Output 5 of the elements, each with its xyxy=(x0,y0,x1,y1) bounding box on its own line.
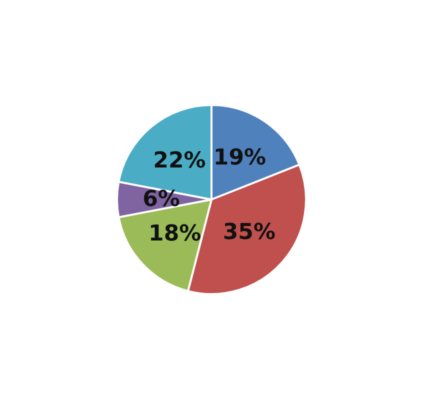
data-label: 19% xyxy=(213,145,266,170)
data-label: 6% xyxy=(142,187,180,212)
data-label: 18% xyxy=(148,221,202,246)
data-label: 22% xyxy=(153,148,206,174)
data-label: 35% xyxy=(222,220,276,246)
